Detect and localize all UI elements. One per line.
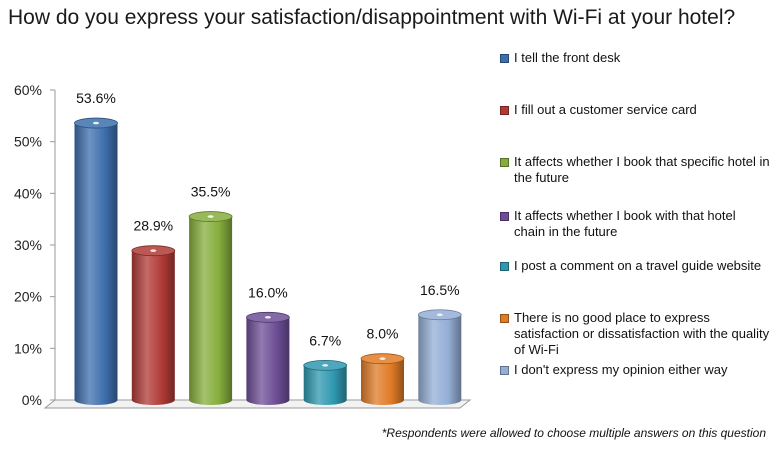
data-label: 16.0% <box>248 284 288 300</box>
legend-item: I don't express my opinion either way <box>500 362 770 378</box>
y-tick-label: 0% <box>22 392 42 408</box>
legend-label: I don't express my opinion either way <box>514 362 728 377</box>
legend-swatch <box>500 262 509 271</box>
data-label: 35.5% <box>191 184 231 200</box>
bar <box>303 359 348 405</box>
bar-highlight <box>379 357 386 360</box>
y-tick-label: 40% <box>14 185 42 201</box>
legend-label: It affects whether I book that specific … <box>514 154 770 185</box>
bar-highlight <box>207 215 214 218</box>
y-tick-label: 50% <box>14 134 42 150</box>
chart-bars <box>74 117 462 405</box>
data-label: 53.6% <box>76 90 116 106</box>
legend-label: There is no good place to express satisf… <box>514 310 770 357</box>
legend-swatch <box>500 158 509 167</box>
legend-swatch <box>500 54 509 63</box>
data-label: 8.0% <box>367 326 399 342</box>
legend-swatch <box>500 106 509 115</box>
y-tick-label: 30% <box>14 237 42 253</box>
bar <box>245 311 290 405</box>
bar <box>360 353 405 405</box>
bar-highlight <box>150 249 157 252</box>
legend-label: I fill out a customer service card <box>514 102 697 117</box>
legend-item: It affects whether I book with that hote… <box>500 208 770 240</box>
legend-item: I post a comment on a travel guide websi… <box>500 258 770 274</box>
legend-item: There is no good place to express satisf… <box>500 310 770 358</box>
chart-footnote: *Respondents were allowed to choose mult… <box>381 426 766 440</box>
bar <box>417 309 462 405</box>
bar-body <box>74 123 118 405</box>
legend-label: I post a comment on a travel guide websi… <box>514 258 762 273</box>
bar-body <box>189 216 233 405</box>
legend-item: It affects whether I book that specific … <box>500 154 770 186</box>
bar-body <box>418 314 462 405</box>
legend-swatch <box>500 212 509 221</box>
y-tick-label: 20% <box>14 289 42 305</box>
bar-body <box>361 358 404 405</box>
bar-highlight <box>322 364 329 367</box>
bar-body <box>131 250 175 405</box>
legend-swatch <box>500 366 509 375</box>
bar-body <box>303 365 347 405</box>
data-label: 16.5% <box>420 282 460 298</box>
legend-label: It affects whether I book with that hote… <box>514 208 736 239</box>
bar-highlight <box>93 121 99 125</box>
y-tick-label: 60% <box>14 82 42 98</box>
legend-swatch <box>500 314 509 323</box>
bar <box>131 245 176 405</box>
legend-item: I fill out a customer service card <box>500 102 770 118</box>
bar-highlight <box>264 316 271 319</box>
data-label: 28.9% <box>133 218 173 234</box>
data-label: 6.7% <box>309 332 341 348</box>
chart-data-labels: 53.6% 28.9% 35.5% 16.0% 6.7% 8.0% 16.5% <box>76 90 460 348</box>
chart-title: How do you express your satisfaction/dis… <box>8 6 736 29</box>
bar <box>74 117 118 405</box>
bar-highlight <box>436 313 443 317</box>
bar-body <box>246 317 290 405</box>
y-tick-label: 10% <box>14 340 42 356</box>
bar <box>188 211 233 405</box>
legend-item: I tell the front desk <box>500 50 770 66</box>
legend-label: I tell the front desk <box>514 50 621 65</box>
